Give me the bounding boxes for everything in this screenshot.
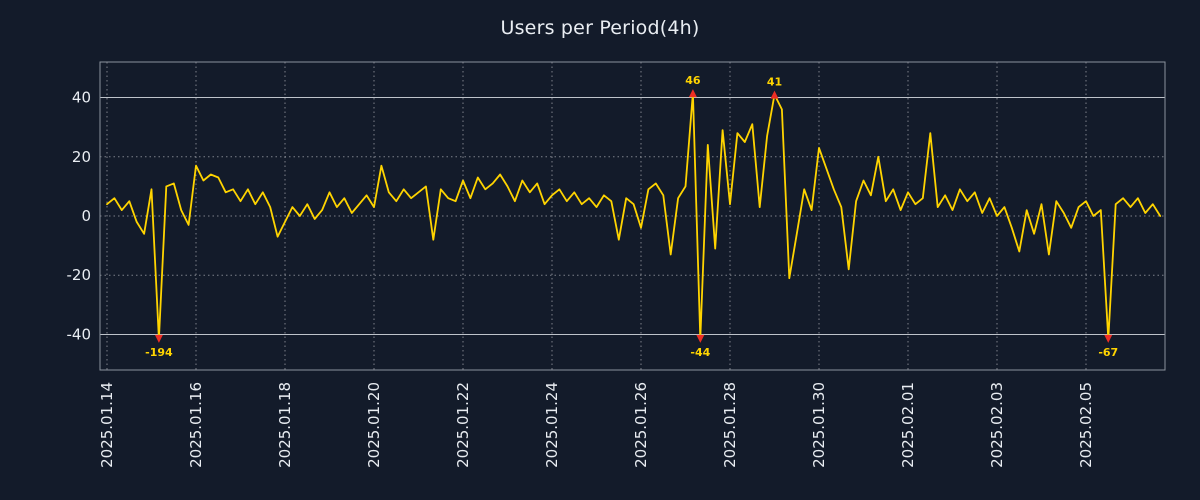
peak-marker xyxy=(1104,334,1113,343)
annotation-label: -44 xyxy=(690,346,710,359)
x-tick-label: 2025.01.26 xyxy=(632,382,650,468)
y-tick-label: -20 xyxy=(67,266,92,284)
axis-frame xyxy=(99,61,1166,371)
annotation-label: 46 xyxy=(685,74,701,87)
x-tick-label: 2025.02.05 xyxy=(1077,382,1095,468)
chart-title: Users per Period(4h) xyxy=(500,17,700,39)
peak-marker xyxy=(770,90,779,99)
y-tick-label: 0 xyxy=(81,207,91,225)
x-tick-label: 2025.01.20 xyxy=(365,382,383,468)
x-tick-label: 2025.01.14 xyxy=(98,382,116,468)
annotation-label: -67 xyxy=(1098,346,1118,359)
x-tick-label: 2025.02.03 xyxy=(988,382,1006,468)
annotation-label: -194 xyxy=(145,346,173,359)
x-tick-label: 2025.01.16 xyxy=(187,382,205,468)
x-tick-label: 2025.02.01 xyxy=(899,382,917,468)
data-line xyxy=(106,92,1162,340)
peak-marker xyxy=(688,89,697,98)
x-tick-label: 2025.01.18 xyxy=(276,382,294,468)
x-tick-label: 2025.01.24 xyxy=(543,382,561,468)
x-tick-label: 2025.01.22 xyxy=(454,382,472,468)
x-tick-label: 2025.01.30 xyxy=(810,382,828,468)
x-tick-label: 2025.01.28 xyxy=(721,382,739,468)
peak-marker xyxy=(696,334,705,343)
y-tick-label: 20 xyxy=(72,148,91,166)
y-tick-label: -40 xyxy=(67,325,92,343)
annotation-label: 41 xyxy=(767,76,782,89)
peak-marker xyxy=(154,334,163,343)
y-tick-label: 40 xyxy=(72,89,91,107)
